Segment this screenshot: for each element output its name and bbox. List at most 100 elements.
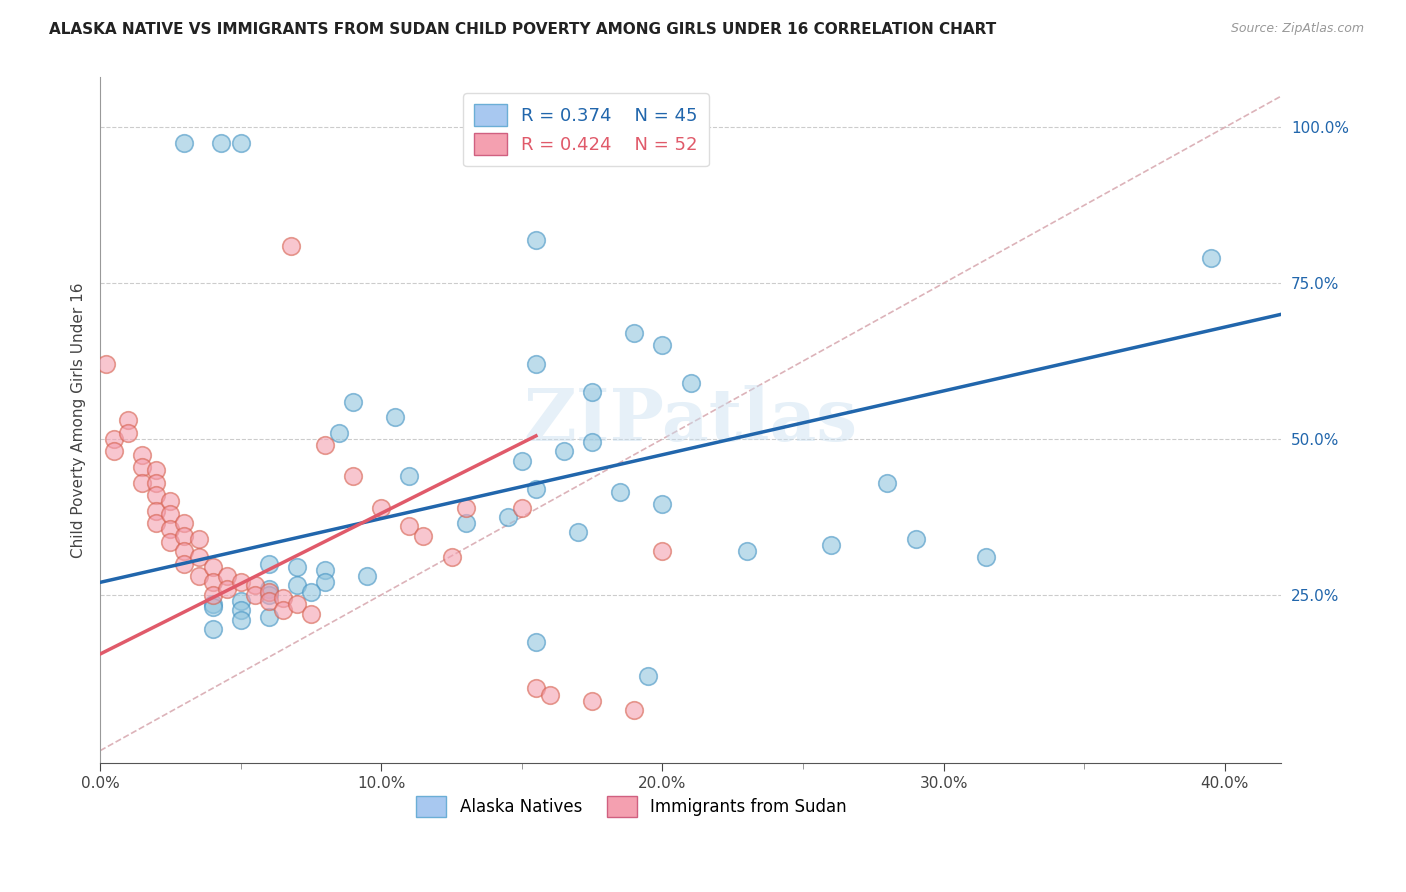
Point bbox=[257, 588, 280, 602]
Point bbox=[679, 376, 702, 390]
Point bbox=[820, 538, 842, 552]
Point bbox=[651, 498, 673, 512]
Point bbox=[201, 600, 224, 615]
Point bbox=[159, 494, 181, 508]
Text: ZIPatlas: ZIPatlas bbox=[523, 384, 858, 456]
Point bbox=[145, 516, 167, 530]
Point bbox=[524, 357, 547, 371]
Point bbox=[215, 582, 238, 596]
Point bbox=[145, 463, 167, 477]
Point bbox=[328, 425, 350, 440]
Point bbox=[145, 488, 167, 502]
Point bbox=[398, 469, 420, 483]
Point bbox=[342, 469, 364, 483]
Point bbox=[271, 603, 294, 617]
Point bbox=[215, 569, 238, 583]
Point bbox=[173, 557, 195, 571]
Point bbox=[524, 634, 547, 648]
Point bbox=[510, 454, 533, 468]
Point bbox=[314, 575, 336, 590]
Point bbox=[637, 669, 659, 683]
Point bbox=[257, 609, 280, 624]
Point bbox=[553, 444, 575, 458]
Point bbox=[314, 438, 336, 452]
Point bbox=[173, 516, 195, 530]
Point bbox=[257, 557, 280, 571]
Text: Source: ZipAtlas.com: Source: ZipAtlas.com bbox=[1230, 22, 1364, 36]
Point bbox=[581, 435, 603, 450]
Point bbox=[201, 622, 224, 636]
Point bbox=[201, 597, 224, 611]
Point bbox=[145, 504, 167, 518]
Point bbox=[159, 522, 181, 536]
Point bbox=[314, 563, 336, 577]
Point bbox=[117, 425, 139, 440]
Point bbox=[398, 519, 420, 533]
Point bbox=[173, 544, 195, 558]
Point bbox=[173, 528, 195, 542]
Point bbox=[735, 544, 758, 558]
Point bbox=[103, 432, 125, 446]
Point bbox=[440, 550, 463, 565]
Point bbox=[159, 534, 181, 549]
Point bbox=[271, 591, 294, 605]
Point bbox=[1199, 251, 1222, 265]
Point bbox=[243, 578, 266, 592]
Point bbox=[131, 448, 153, 462]
Point bbox=[257, 594, 280, 608]
Point bbox=[623, 326, 645, 340]
Point bbox=[524, 681, 547, 696]
Point bbox=[623, 703, 645, 717]
Point bbox=[370, 500, 392, 515]
Point bbox=[243, 588, 266, 602]
Point bbox=[581, 694, 603, 708]
Point bbox=[209, 136, 232, 150]
Legend: Alaska Natives, Immigrants from Sudan: Alaska Natives, Immigrants from Sudan bbox=[409, 789, 853, 823]
Point bbox=[651, 544, 673, 558]
Point bbox=[285, 559, 308, 574]
Point bbox=[876, 475, 898, 490]
Point bbox=[974, 550, 997, 565]
Point bbox=[285, 597, 308, 611]
Point bbox=[201, 588, 224, 602]
Point bbox=[145, 475, 167, 490]
Point bbox=[904, 532, 927, 546]
Point bbox=[229, 603, 252, 617]
Point bbox=[356, 569, 378, 583]
Y-axis label: Child Poverty Among Girls Under 16: Child Poverty Among Girls Under 16 bbox=[72, 283, 86, 558]
Point bbox=[524, 482, 547, 496]
Point bbox=[581, 385, 603, 400]
Point bbox=[173, 136, 195, 150]
Point bbox=[229, 136, 252, 150]
Point bbox=[257, 582, 280, 596]
Point bbox=[342, 394, 364, 409]
Point bbox=[454, 516, 477, 530]
Point bbox=[103, 444, 125, 458]
Point bbox=[187, 532, 209, 546]
Point bbox=[229, 613, 252, 627]
Point bbox=[201, 575, 224, 590]
Point bbox=[285, 578, 308, 592]
Point bbox=[412, 528, 434, 542]
Point bbox=[94, 357, 117, 371]
Point bbox=[651, 338, 673, 352]
Point bbox=[299, 607, 322, 621]
Point bbox=[384, 410, 406, 425]
Point bbox=[257, 584, 280, 599]
Point bbox=[609, 485, 631, 500]
Point bbox=[131, 460, 153, 475]
Point bbox=[229, 594, 252, 608]
Point bbox=[454, 500, 477, 515]
Point bbox=[510, 500, 533, 515]
Point bbox=[567, 525, 589, 540]
Text: ALASKA NATIVE VS IMMIGRANTS FROM SUDAN CHILD POVERTY AMONG GIRLS UNDER 16 CORREL: ALASKA NATIVE VS IMMIGRANTS FROM SUDAN C… bbox=[49, 22, 997, 37]
Point bbox=[159, 507, 181, 521]
Point bbox=[131, 475, 153, 490]
Point bbox=[187, 569, 209, 583]
Point bbox=[187, 550, 209, 565]
Point bbox=[229, 575, 252, 590]
Point bbox=[117, 413, 139, 427]
Point bbox=[299, 584, 322, 599]
Point bbox=[201, 559, 224, 574]
Point bbox=[496, 509, 519, 524]
